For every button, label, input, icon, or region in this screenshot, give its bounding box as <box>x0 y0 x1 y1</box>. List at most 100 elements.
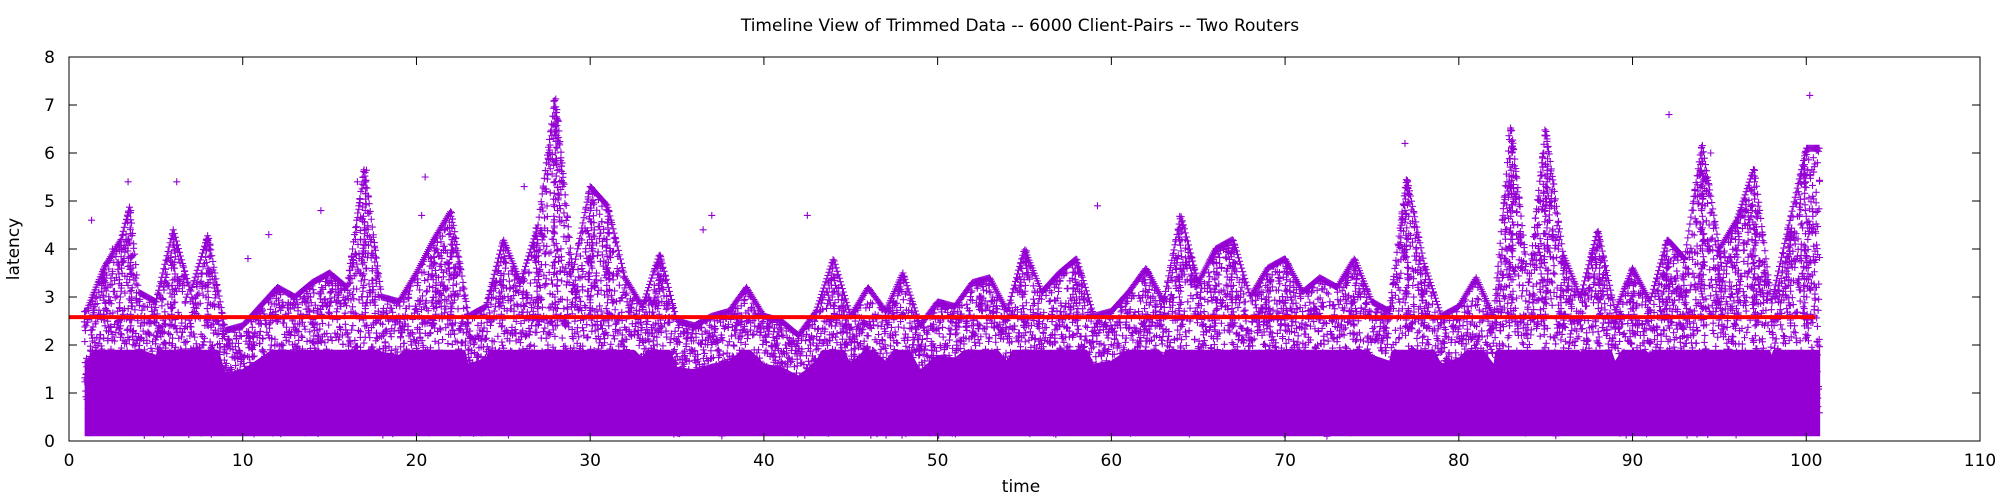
data-point <box>538 303 546 311</box>
data-point <box>82 321 90 329</box>
data-points <box>80 91 1824 440</box>
data-point <box>494 332 502 340</box>
data-point <box>498 323 506 331</box>
data-point <box>666 339 674 347</box>
data-point <box>421 277 429 285</box>
data-point <box>142 354 150 362</box>
data-point <box>140 411 148 419</box>
data-point <box>551 332 559 340</box>
data-point <box>116 349 124 357</box>
data-point <box>459 278 467 286</box>
data-point <box>613 242 621 250</box>
data-point <box>583 321 591 329</box>
data-point <box>358 260 366 268</box>
data-point <box>516 339 524 347</box>
data-point <box>397 332 405 340</box>
data-point <box>117 393 125 401</box>
data-point <box>105 265 113 273</box>
data-point <box>524 256 532 264</box>
data-point <box>126 265 134 273</box>
data-point <box>121 248 129 256</box>
data-point <box>93 300 101 308</box>
data-point <box>118 390 126 398</box>
data-point <box>111 337 119 345</box>
data-point <box>94 397 102 405</box>
data-point <box>81 359 89 367</box>
data-point <box>92 318 100 326</box>
data-point <box>620 268 628 276</box>
data-point <box>137 322 145 330</box>
data-point <box>122 230 130 238</box>
data-point <box>614 246 622 254</box>
data-point <box>91 428 99 436</box>
data-point <box>461 291 469 299</box>
data-point <box>110 358 118 366</box>
data-point <box>615 251 623 259</box>
data-point <box>88 359 96 367</box>
data-point <box>132 280 140 288</box>
data-point <box>118 258 126 266</box>
data-point <box>137 365 145 373</box>
data-point <box>589 231 597 239</box>
data-point <box>688 346 696 354</box>
data-point <box>107 327 115 335</box>
data-point <box>87 375 95 383</box>
data-point <box>128 302 136 310</box>
data-point <box>707 347 715 355</box>
data-point <box>714 346 722 354</box>
data-point <box>158 302 166 310</box>
data-point <box>545 249 553 257</box>
data-point <box>114 265 122 273</box>
data-point <box>116 237 124 245</box>
data-point <box>561 200 569 208</box>
data-point <box>84 405 92 413</box>
data-point <box>143 416 151 424</box>
data-point <box>118 231 126 239</box>
data-point <box>566 250 574 258</box>
data-point <box>116 366 124 374</box>
data-point <box>164 247 172 255</box>
data-point <box>126 422 134 430</box>
data-point <box>566 244 574 252</box>
data-point <box>580 214 588 222</box>
data-point <box>483 343 491 351</box>
data-point <box>558 334 566 342</box>
data-point <box>97 360 105 368</box>
data-point <box>92 348 100 356</box>
data-point <box>87 331 95 339</box>
data-point <box>130 362 138 370</box>
data-point <box>126 379 134 387</box>
data-point <box>164 329 172 337</box>
data-point <box>647 277 655 285</box>
data-point <box>154 404 162 412</box>
data-point <box>435 339 443 347</box>
data-point <box>151 415 159 423</box>
data-point <box>565 249 573 257</box>
data-point <box>116 402 124 410</box>
data-point <box>169 226 177 234</box>
data-point <box>131 370 139 378</box>
data-point <box>161 308 169 316</box>
data-point <box>133 271 141 279</box>
data-point <box>191 333 199 341</box>
data-point <box>661 271 669 279</box>
data-point <box>611 306 619 314</box>
data-point <box>498 338 506 346</box>
data-point <box>85 408 93 416</box>
data-point <box>119 427 127 435</box>
data-point <box>646 280 654 288</box>
data-point <box>146 331 154 339</box>
data-point <box>151 377 159 385</box>
data-point <box>598 321 606 329</box>
data-point <box>563 212 571 220</box>
data-point <box>89 380 97 388</box>
data-point <box>444 340 452 348</box>
data-point <box>102 372 110 380</box>
data-point <box>133 415 141 423</box>
data-point <box>180 263 188 271</box>
data-point <box>103 394 111 402</box>
data-point <box>132 274 140 282</box>
data-point <box>152 390 160 398</box>
data-point <box>215 292 223 300</box>
